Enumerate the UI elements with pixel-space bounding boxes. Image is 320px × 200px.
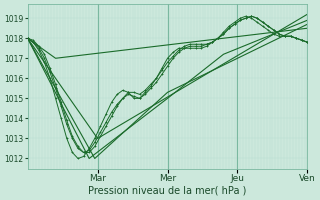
X-axis label: Pression niveau de la mer( hPa ): Pression niveau de la mer( hPa ) bbox=[88, 186, 247, 196]
